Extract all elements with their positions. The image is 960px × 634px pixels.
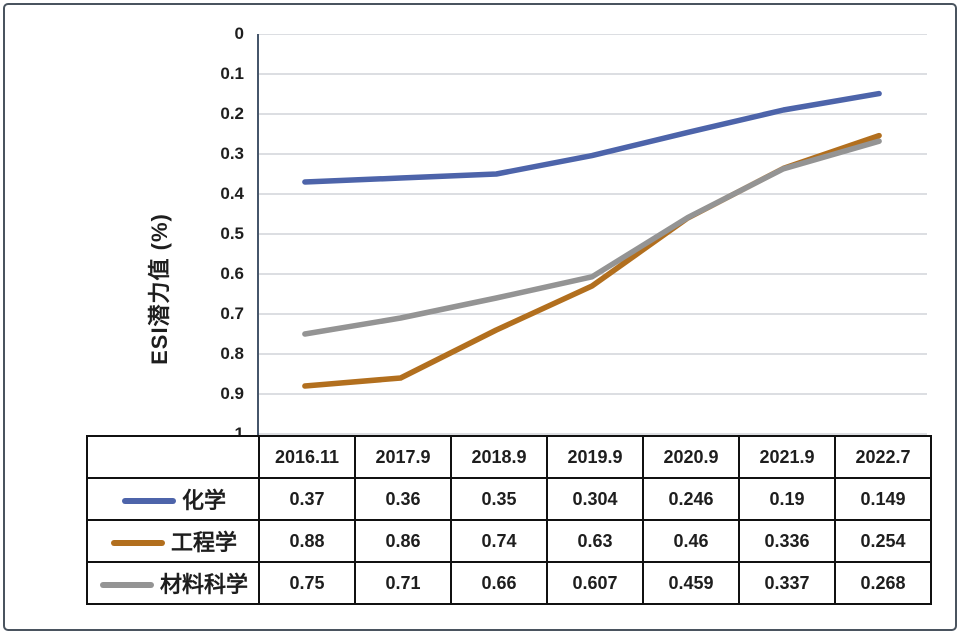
year-header-cell: 2017.9: [354, 435, 452, 479]
value-cell: 0.36: [354, 477, 452, 521]
year-header-cell: 2019.9: [546, 435, 644, 479]
y-axis-tick-label: 0: [234, 24, 244, 43]
value-cell: 0.46: [642, 519, 740, 563]
y-axis-tick-label: 0.1: [220, 64, 244, 83]
value-cell: 0.246: [642, 477, 740, 521]
value-cell: 0.37: [258, 477, 356, 521]
data-table: 2016.11 2017.9 2018.9 2019.9 2020.9 2021.9 202…: [86, 435, 932, 605]
value-cell: 0.35: [450, 477, 548, 521]
year-header-cell: 2018.9: [450, 435, 548, 479]
legend-line-swatch-chemistry: [121, 497, 176, 504]
value-cell: 0.74: [450, 519, 548, 563]
y-axis-tick-label: 1: [234, 424, 244, 443]
value-cell: 0.66: [450, 561, 548, 605]
plot-area: [257, 34, 927, 436]
value-cell: 0.86: [354, 519, 452, 563]
table-row-materials-science: 材料科学 0.75 0.71 0.66 0.607 0.459 0.337 0.268: [86, 561, 932, 605]
value-cell: 0.63: [546, 519, 644, 563]
series-name-label: 化学: [181, 488, 226, 513]
legend-cell: 工程学: [86, 519, 260, 563]
value-cell: 0.459: [642, 561, 740, 605]
legend-cell: 化学: [86, 477, 260, 521]
table-corner-spacer: [86, 435, 260, 479]
series-line-engineering: [302, 132, 882, 389]
value-cell: 0.254: [834, 519, 932, 563]
value-cell: 0.268: [834, 561, 932, 605]
value-cell: 0.607: [546, 561, 644, 605]
value-cell: 0.19: [738, 477, 836, 521]
y-axis-tick-label: 0.2: [220, 104, 244, 123]
table-row-engineering: 工程学 0.88 0.86 0.74 0.63 0.46 0.336 0.254: [86, 519, 932, 563]
value-cell: 0.336: [738, 519, 836, 563]
year-header-cell: 2020.9: [642, 435, 740, 479]
y-axis-tick-label: 0.3: [220, 144, 244, 163]
y-axis-tick-label: 0.5: [220, 224, 244, 243]
y-axis-tick-label: 0.6: [220, 264, 244, 283]
value-cell: 0.304: [546, 477, 644, 521]
y-axis-tick-label: 0.8: [220, 344, 244, 363]
series-line-materials-science: [302, 138, 882, 337]
y-axis-tick-label: 0.7: [220, 304, 244, 323]
value-cell: 0.88: [258, 519, 356, 563]
y-axis-tick-label: 0.4: [220, 184, 244, 203]
y-axis-tick-labels: 0 0.1 0.2 0.3 0.4 0.5 0.6 0.7 0.8 0.9 1: [168, 22, 244, 458]
table-row-chemistry: 化学 0.37 0.36 0.35 0.304 0.246 0.19 0.149: [86, 477, 932, 521]
series-line-chemistry: [302, 90, 882, 185]
value-cell: 0.75: [258, 561, 356, 605]
value-cell: 0.71: [354, 561, 452, 605]
year-header-cell: 2016.11: [258, 435, 356, 479]
table-header-row: 2016.11 2017.9 2018.9 2019.9 2020.9 2021.9 202…: [86, 435, 932, 479]
value-cell: 0.337: [738, 561, 836, 605]
series-name-label: 材料科学: [159, 572, 248, 597]
y-axis-tick-label: 0.9: [220, 384, 244, 403]
y-axis-title: ESI潜力值 (%): [147, 213, 172, 365]
legend-cell: 材料科学: [86, 561, 260, 605]
year-header-cell: 2021.9: [738, 435, 836, 479]
value-cell: 0.149: [834, 477, 932, 521]
series-name-label: 工程学: [170, 530, 237, 555]
year-header-cell: 2022.7: [834, 435, 932, 479]
legend-line-swatch-engineering: [110, 539, 165, 546]
legend-line-swatch-materials-science: [99, 581, 154, 588]
